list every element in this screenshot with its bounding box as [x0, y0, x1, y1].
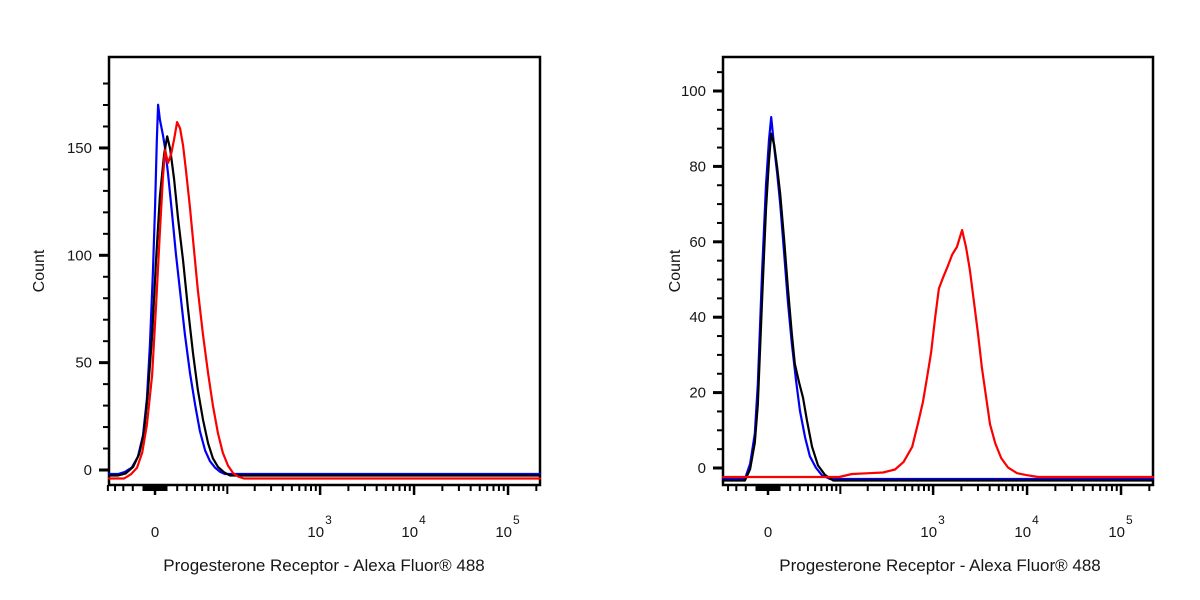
- x-tick-label-exponent: 3: [325, 513, 332, 527]
- y-tick-label: 80: [689, 158, 706, 175]
- y-tick-label: 40: [689, 309, 706, 326]
- y-tick-label: 60: [689, 234, 706, 251]
- y-tick-label: 150: [67, 140, 92, 157]
- y-tick-label: 50: [75, 355, 92, 372]
- x-tick-label-exponent: 5: [513, 513, 520, 527]
- x-tick-label-exponent: 4: [419, 513, 426, 527]
- x-tick-label: 0: [764, 524, 772, 541]
- red-histogram: [721, 229, 1155, 479]
- black-histogram: [107, 135, 542, 477]
- y-tick-label: 100: [67, 247, 92, 264]
- x-tick-label-base: 10: [401, 524, 418, 541]
- left-plot-y-axis-title: Count: [31, 249, 48, 293]
- x-tick-label-exponent: 4: [1032, 513, 1039, 527]
- red-histogram: [107, 120, 542, 480]
- x-tick-label-exponent: 5: [1126, 513, 1133, 527]
- blue-histogram: [107, 103, 542, 476]
- x-tick-label-base: 10: [920, 524, 937, 541]
- right-plot-y-axis-title: Count: [667, 249, 684, 293]
- y-tick-label: 0: [84, 462, 92, 479]
- y-tick-label: 20: [689, 385, 706, 402]
- y-tick-label: 0: [698, 460, 706, 477]
- y-axis-ticks: 0 50 100 150: [67, 82, 109, 479]
- left-plot-x-axis-title: Progesterone Receptor - Alexa Fluor® 488: [163, 556, 485, 575]
- right-plot-x-axis-title: Progesterone Receptor - Alexa Fluor® 488: [779, 556, 1101, 575]
- black-histogram: [721, 132, 1155, 482]
- y-axis-ticks: 0 20 40 60 80 100: [681, 71, 723, 477]
- x-tick-label-base: 10: [1014, 524, 1031, 541]
- x-tick-label-base: 10: [307, 524, 324, 541]
- plot-frame: [721, 55, 1155, 487]
- x-tick-label-exponent: 3: [938, 513, 945, 527]
- plot-frame: [107, 55, 542, 487]
- x-tick-label: 0: [151, 524, 159, 541]
- x-tick-label-base: 10: [1108, 524, 1125, 541]
- y-tick-label: 100: [681, 83, 706, 100]
- x-tick-label-base: 10: [495, 524, 512, 541]
